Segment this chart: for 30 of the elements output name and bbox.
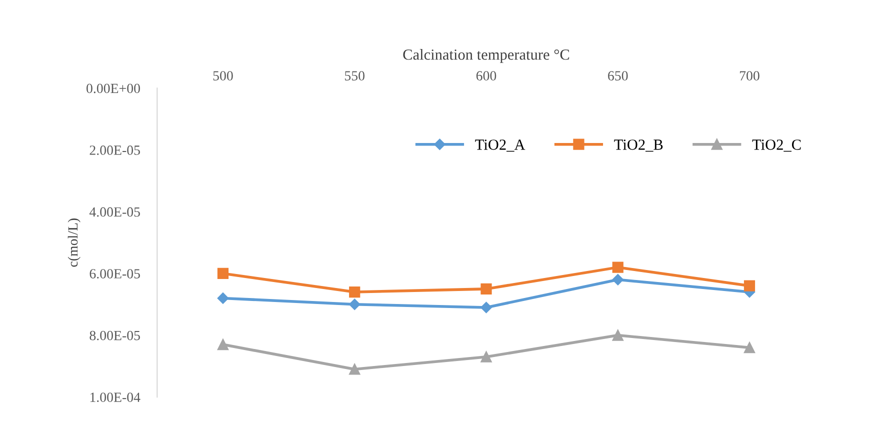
point xyxy=(217,268,229,280)
legend-label: TiO2_B xyxy=(614,140,663,152)
x-tick-label: 650 xyxy=(608,71,628,80)
point xyxy=(349,364,360,375)
point xyxy=(612,262,624,273)
x-tick-label: 500 xyxy=(213,71,233,80)
legend-label: TiO2_A xyxy=(475,140,526,152)
y-tick-label: 0.00E+00 xyxy=(86,84,140,94)
x-axis-title: Calcination temperature °C xyxy=(403,49,570,63)
point xyxy=(349,298,360,310)
point xyxy=(480,283,492,294)
point xyxy=(217,292,229,304)
y-axis-title: c(mol/L) xyxy=(68,218,80,267)
x-tick-label: 550 xyxy=(345,71,364,80)
point xyxy=(217,338,229,350)
point xyxy=(349,286,360,298)
legend-label: TiO2_C xyxy=(752,140,801,152)
y-tick-label: 6.00E-05 xyxy=(90,269,140,279)
point xyxy=(744,280,756,292)
y-tick-label: 2.00E-05 xyxy=(90,146,140,155)
y-tick-label: 4.00E-05 xyxy=(89,207,140,217)
point xyxy=(480,351,492,362)
y-tick-label: 8.00E-05 xyxy=(90,330,140,340)
y-tick-label: 1.00E-04 xyxy=(90,392,140,402)
point xyxy=(744,342,756,354)
x-tick-label: 700 xyxy=(740,71,760,80)
x-tick-label: 600 xyxy=(476,71,496,80)
point xyxy=(612,330,624,341)
point xyxy=(612,274,624,286)
point xyxy=(480,302,492,314)
